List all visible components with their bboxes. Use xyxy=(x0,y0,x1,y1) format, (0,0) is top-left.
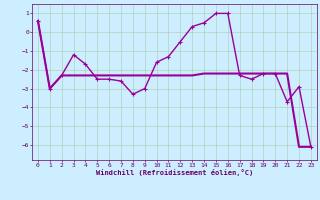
X-axis label: Windchill (Refroidissement éolien,°C): Windchill (Refroidissement éolien,°C) xyxy=(96,169,253,176)
